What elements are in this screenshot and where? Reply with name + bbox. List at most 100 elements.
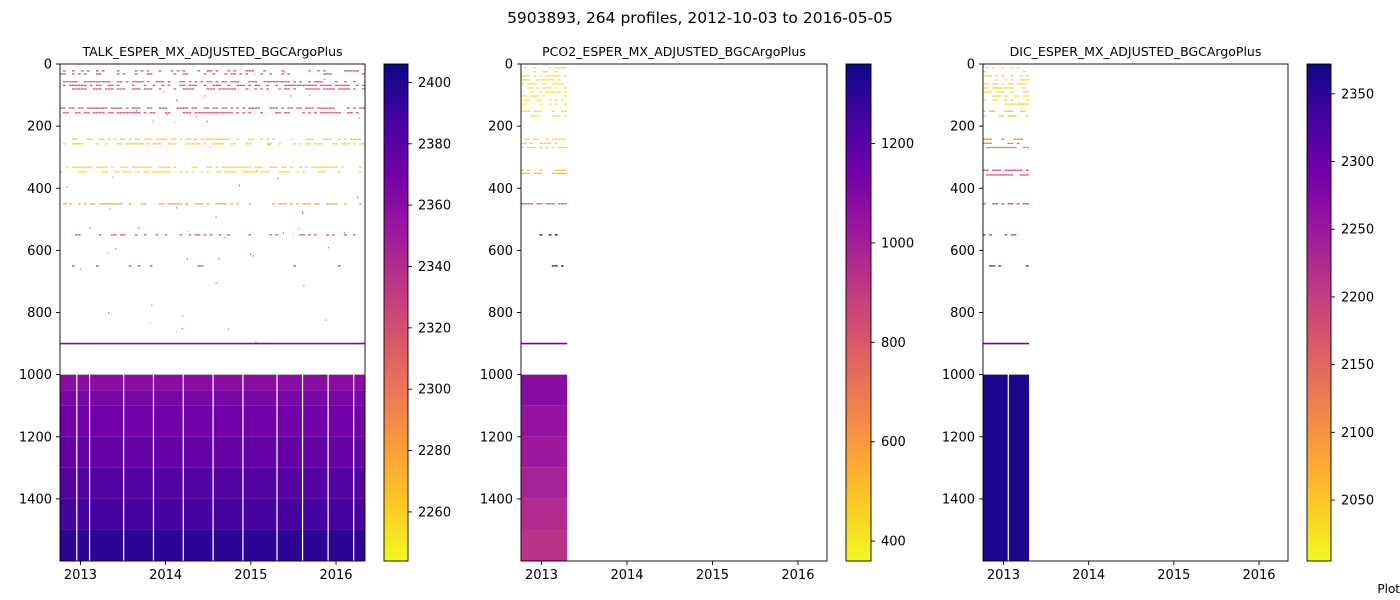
data-point — [268, 144, 270, 146]
data-cell — [320, 112, 323, 114]
data-point — [277, 177, 279, 180]
data-cell — [290, 166, 293, 168]
data-cell — [113, 138, 117, 140]
data-cell — [986, 87, 989, 89]
data-cell — [317, 70, 320, 72]
data-cell — [561, 169, 564, 171]
data-cell — [983, 91, 986, 93]
data-cell — [89, 81, 93, 83]
data-cell — [1022, 174, 1026, 176]
data-cell — [350, 138, 353, 140]
data-cell — [317, 203, 320, 205]
data-cell — [122, 138, 126, 140]
data-cell — [323, 88, 326, 90]
data-point — [324, 319, 327, 321]
data-cell — [119, 107, 123, 109]
data-cell — [296, 107, 299, 109]
data-cell — [140, 166, 144, 168]
data-cell — [323, 171, 326, 173]
y-tick-label: 800 — [27, 306, 52, 321]
data-cell — [545, 142, 549, 144]
data-cell — [224, 107, 228, 109]
data-cell — [242, 84, 246, 87]
data-cell — [284, 166, 287, 168]
data-cell — [332, 234, 335, 236]
data-cell — [284, 171, 287, 173]
data-cell — [530, 83, 534, 85]
data-point — [185, 204, 187, 206]
data-cell — [173, 138, 177, 140]
data-cell — [1010, 174, 1014, 176]
data-cell — [269, 107, 273, 109]
data-cell — [131, 84, 135, 87]
data-cell — [332, 107, 335, 109]
data-cell — [62, 203, 66, 205]
data-cell — [275, 234, 278, 236]
data-cell — [557, 169, 561, 171]
data-cell — [119, 88, 123, 90]
data-cell — [989, 174, 992, 176]
data-cell — [305, 166, 308, 168]
data-cell — [554, 87, 558, 89]
data-cell — [89, 107, 93, 109]
data-cell — [170, 70, 174, 72]
data-cell — [101, 112, 105, 114]
data-cell — [278, 81, 281, 83]
data-cell — [995, 75, 999, 77]
data-cell — [80, 88, 84, 90]
data-cell — [116, 171, 120, 173]
data-cell — [278, 143, 281, 145]
data-cell — [290, 203, 293, 205]
data-cell — [161, 171, 165, 173]
data-cell — [131, 166, 135, 168]
colorbar-tick-label: 2100 — [1341, 426, 1374, 441]
data-cell — [167, 171, 171, 173]
data-cell — [281, 70, 284, 72]
data-cell — [536, 203, 540, 205]
data-cell — [146, 166, 150, 168]
data-cell — [158, 166, 162, 168]
data-cell — [119, 81, 123, 83]
data-cell — [564, 91, 567, 93]
data-cell — [194, 203, 198, 205]
data-cell — [245, 73, 249, 75]
data-cell — [359, 107, 362, 109]
data-cell — [191, 166, 195, 168]
data-cell — [527, 169, 530, 171]
data-cell — [1022, 146, 1026, 149]
data-cell — [134, 166, 138, 168]
data-cell — [194, 112, 198, 114]
data-cell — [74, 166, 78, 168]
data-cell — [134, 107, 138, 109]
data-cell — [86, 112, 90, 114]
data-cell — [89, 166, 93, 168]
data-cell — [206, 70, 210, 72]
data-cell — [524, 103, 527, 105]
data-cell — [524, 79, 527, 81]
data-cell — [564, 67, 567, 69]
data-cell — [89, 84, 93, 87]
data-cell — [527, 83, 530, 85]
colorbar-tick-label: 1200 — [881, 137, 914, 152]
data-cell — [137, 171, 141, 173]
data-cell — [101, 138, 105, 140]
data-cell — [98, 73, 102, 75]
data-point — [238, 184, 240, 187]
data-cell — [341, 143, 344, 145]
data-cell — [545, 87, 549, 89]
data-cell — [182, 81, 186, 83]
data-cell — [134, 143, 138, 145]
data-cell — [134, 81, 138, 83]
depth-line — [60, 342, 365, 345]
data-point — [248, 88, 250, 90]
data-cell — [62, 112, 66, 114]
data-cell — [356, 84, 359, 87]
y-tick-label: 800 — [488, 306, 513, 321]
data-cell — [137, 143, 141, 145]
data-cell — [206, 107, 210, 109]
data-cell — [347, 88, 350, 90]
data-cell — [257, 107, 261, 109]
data-cell — [185, 88, 189, 90]
data-cell — [95, 265, 99, 267]
data-cell — [557, 67, 561, 69]
